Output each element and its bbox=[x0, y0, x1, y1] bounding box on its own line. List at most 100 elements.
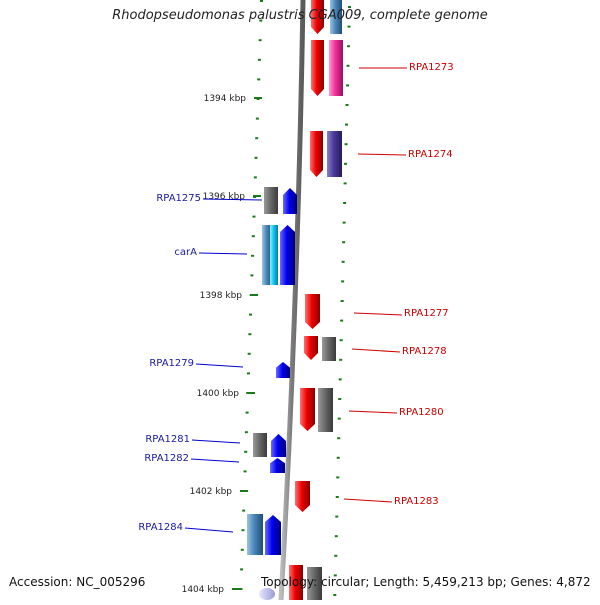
tick-mark-minor bbox=[334, 535, 338, 538]
gene-leader-line bbox=[184, 527, 234, 533]
gene-label-forward[interactable]: RPA1284 bbox=[138, 522, 183, 533]
scale-label: 1396 kbp bbox=[203, 192, 246, 202]
scale-labels: 1394 kbp 1396 kbp 1398 kbp 1400 kbp 1402 kbp… bbox=[182, 94, 262, 595]
gene-arrow-forward[interactable] bbox=[276, 362, 290, 378]
gene-leader-line bbox=[348, 410, 398, 414]
tick-mark-minor bbox=[337, 417, 341, 420]
tick-mark-minor bbox=[339, 358, 343, 361]
gene-arrow-forward[interactable] bbox=[280, 225, 295, 285]
gene-arrow-reverse[interactable] bbox=[310, 131, 323, 177]
gene-block-other[interactable] bbox=[247, 514, 263, 555]
gene-block-other[interactable] bbox=[329, 40, 343, 96]
tick-mark-minor bbox=[346, 64, 350, 67]
gene-arrow-reverse[interactable] bbox=[311, 40, 324, 96]
gene-label-forward[interactable]: RPA1282 bbox=[144, 453, 189, 464]
gene-leader-line bbox=[198, 252, 248, 255]
tick-mark-minor bbox=[250, 274, 254, 277]
tick-mark-minor bbox=[245, 411, 249, 414]
tick-mark-minor bbox=[346, 84, 350, 87]
tick-mark-minor bbox=[343, 182, 347, 185]
tick-mark-minor bbox=[336, 456, 340, 459]
tick-mark-minor bbox=[244, 450, 248, 453]
gene-arrow-forward[interactable] bbox=[283, 188, 297, 214]
gene-arrow-reverse[interactable] bbox=[295, 481, 310, 512]
tick-mark-minor bbox=[259, 19, 263, 22]
scale-label: 1400 kbp bbox=[197, 389, 240, 399]
gene-block-other[interactable] bbox=[322, 337, 336, 361]
gene-label-reverse[interactable]: RPA1280 bbox=[399, 407, 444, 418]
gene-arrow-forward[interactable] bbox=[270, 458, 285, 473]
tick-mark-minor bbox=[333, 594, 337, 596]
scale-label: 1398 kbp bbox=[200, 291, 243, 301]
gene-block-other[interactable] bbox=[330, 0, 342, 34]
tick-mark-minor bbox=[248, 333, 252, 336]
gene-leader-line bbox=[191, 439, 241, 444]
tick-mark-minor bbox=[338, 398, 342, 400]
gene-features bbox=[247, 0, 343, 600]
tick-mark-minor bbox=[347, 25, 351, 28]
gene-arrow-forward[interactable] bbox=[271, 434, 286, 457]
tick-mark-minor bbox=[340, 319, 344, 322]
scale-label: 1394 kbp bbox=[204, 94, 247, 104]
gene-label-reverse[interactable]: RPA1278 bbox=[402, 346, 447, 357]
genome-backbone bbox=[278, 0, 306, 601]
gene-arrow-reverse[interactable] bbox=[305, 294, 320, 329]
gene-block-other[interactable] bbox=[327, 131, 342, 177]
gene-label-reverse[interactable]: RPA1274 bbox=[408, 149, 453, 160]
tick-mark-minor bbox=[339, 339, 343, 342]
gene-block-other[interactable] bbox=[318, 388, 333, 432]
gene-label-forward[interactable]: carA bbox=[174, 247, 197, 258]
tick-mark-minor bbox=[260, 0, 263, 2]
tick-mark-minor bbox=[345, 123, 349, 126]
tick-mark-major bbox=[240, 490, 248, 492]
tick-mark-minor bbox=[247, 352, 251, 355]
tick-mark-minor bbox=[335, 496, 339, 498]
tick-mark-minor bbox=[337, 437, 341, 440]
tick-mark-minor bbox=[344, 143, 348, 146]
tick-mark-minor bbox=[257, 78, 261, 81]
tick-mark-minor bbox=[333, 574, 337, 577]
gene-arrow-reverse[interactable] bbox=[300, 388, 315, 431]
tick-mark-minor bbox=[246, 372, 250, 375]
gene-label-reverse[interactable]: RPA1283 bbox=[394, 496, 439, 507]
tick-mark-minor bbox=[338, 378, 342, 381]
gene-label-reverse[interactable]: RPA1273 bbox=[409, 62, 454, 73]
tick-mark-minor bbox=[240, 568, 244, 571]
tick-mark-major bbox=[250, 294, 258, 296]
tick-mark-minor bbox=[252, 215, 256, 218]
gene-block-other[interactable] bbox=[307, 567, 322, 600]
gene-arrow-forward[interactable] bbox=[265, 515, 281, 555]
tick-mark-minor bbox=[240, 548, 244, 551]
tick-mark-minor bbox=[344, 162, 348, 165]
gene-label-forward[interactable]: RPA1275 bbox=[156, 193, 201, 204]
gene-block-other[interactable] bbox=[259, 588, 275, 600]
gene-block-other[interactable] bbox=[253, 433, 267, 457]
tick-mark-minor bbox=[249, 313, 253, 316]
gene-label-reverse[interactable]: RPA1277 bbox=[404, 308, 449, 319]
gene-label-forward[interactable]: RPA1281 bbox=[145, 434, 190, 445]
gene-leader-line bbox=[195, 363, 244, 368]
tick-mark-minor bbox=[241, 529, 245, 532]
tick-mark-minor bbox=[342, 221, 346, 224]
tick-mark-minor bbox=[257, 58, 261, 61]
tick-mark-minor bbox=[343, 202, 347, 204]
gene-arrow-reverse[interactable] bbox=[304, 336, 318, 360]
tick-mark-minor bbox=[348, 6, 351, 8]
gene-leader-line bbox=[343, 498, 393, 503]
gene-leader-line bbox=[353, 312, 403, 316]
gene-block-other[interactable] bbox=[289, 565, 303, 600]
gene-block-other[interactable] bbox=[264, 187, 278, 214]
gene-label-forward[interactable]: RPA1279 bbox=[149, 358, 194, 369]
tick-mark-minor bbox=[244, 431, 248, 434]
gene-labels: RPA1275 carA RPA1279 RPA1281 RPA1282 RPA1284 R… bbox=[138, 62, 453, 533]
scale-label: 1404 kbp bbox=[182, 585, 225, 595]
tick-mark-minor bbox=[243, 470, 247, 473]
gene-arrow-reverse[interactable] bbox=[311, 0, 324, 34]
tick-mark-minor bbox=[335, 515, 339, 518]
gene-block-other[interactable] bbox=[270, 225, 278, 285]
gene-block-other[interactable] bbox=[262, 225, 272, 285]
scale-label: 1402 kbp bbox=[190, 487, 233, 497]
tick-mark-minor bbox=[253, 176, 257, 179]
